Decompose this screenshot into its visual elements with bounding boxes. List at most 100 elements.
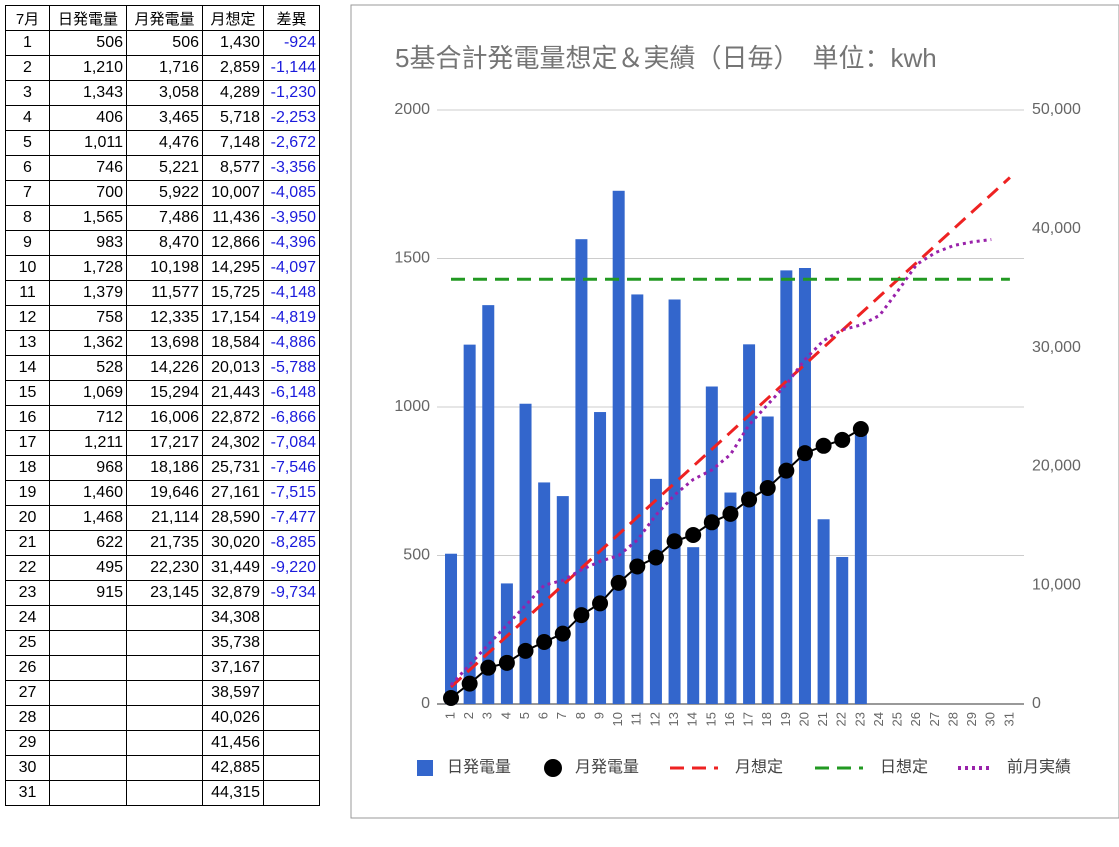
table-cell: 20,013 xyxy=(202,355,264,381)
table-cell xyxy=(263,705,320,731)
x-tick-label: 7 xyxy=(554,712,569,719)
table-row: 4 406 3,465 5,718 -2,253 xyxy=(5,105,320,131)
bar xyxy=(519,403,532,704)
line-marker xyxy=(592,595,609,612)
table-cell: -4,819 xyxy=(263,305,320,331)
bar xyxy=(556,496,569,704)
table-cell: 746 xyxy=(49,155,127,181)
table-row: 3 1,343 3,058 4,289 -1,230 xyxy=(5,80,320,106)
table-cell: 31,449 xyxy=(202,555,264,581)
table-cell xyxy=(263,605,320,631)
x-tick-label: 26 xyxy=(908,712,923,726)
table-row: 13 1,362 13,698 18,584 -4,886 xyxy=(5,330,320,356)
table-cell: 7,148 xyxy=(202,130,264,156)
bar xyxy=(687,547,700,704)
table-cell: 28,590 xyxy=(202,505,264,531)
y-tick-label: 0 xyxy=(421,695,430,712)
table-cell: 32,879 xyxy=(202,580,264,606)
table-cell xyxy=(49,680,127,706)
line-marker xyxy=(536,633,553,650)
x-tick-label: 5 xyxy=(517,712,532,719)
table-cell xyxy=(49,780,127,806)
table-cell: 495 xyxy=(49,555,127,581)
line-marker xyxy=(647,549,664,566)
line-marker xyxy=(815,437,832,454)
table-cell: -4,396 xyxy=(263,230,320,256)
table-cell: 21,443 xyxy=(202,380,264,406)
x-tick-label: 31 xyxy=(1001,712,1016,726)
x-tick-label: 14 xyxy=(685,712,700,726)
table-cell: 41,456 xyxy=(202,730,264,756)
y-tick-label: 500 xyxy=(403,547,430,564)
table-cell: -9,734 xyxy=(263,580,320,606)
table-cell: -6,148 xyxy=(263,380,320,406)
table-cell: 14 xyxy=(5,355,50,381)
table-row: 23 915 23,145 32,879 -9,734 xyxy=(5,580,320,606)
bar xyxy=(724,492,737,704)
bar xyxy=(743,344,756,704)
table-cell: -2,253 xyxy=(263,105,320,131)
table-cell: 17,217 xyxy=(126,430,203,456)
table-cell: 30 xyxy=(5,755,50,781)
table-cell: 38,597 xyxy=(202,680,264,706)
table-cell: -1,144 xyxy=(263,55,320,81)
table-cell: 5 xyxy=(5,130,50,156)
line-marker xyxy=(498,654,515,671)
x-tick-label: 6 xyxy=(536,712,551,719)
table-cell: 712 xyxy=(49,405,127,431)
table-cell: 622 xyxy=(49,530,127,556)
table-row: 11 1,379 11,577 15,725 -4,148 xyxy=(5,280,320,306)
table-cell: 15,725 xyxy=(202,280,264,306)
table-cell xyxy=(126,780,203,806)
y2-tick-label: 0 xyxy=(1032,695,1041,712)
header-row: 7月 日発電量 月発電量 月想定 差異 xyxy=(5,5,320,31)
table-cell: 12 xyxy=(5,305,50,331)
table-row: 15 1,069 15,294 21,443 -6,148 xyxy=(5,380,320,406)
bar xyxy=(538,482,551,704)
table-cell: 5,221 xyxy=(126,155,203,181)
table-cell: 27 xyxy=(5,680,50,706)
table-cell: 15,294 xyxy=(126,380,203,406)
x-tick-label: 2 xyxy=(461,712,476,719)
table-cell: 3,058 xyxy=(126,80,203,106)
table-cell: 21,735 xyxy=(126,530,203,556)
bar xyxy=(817,519,830,704)
bar xyxy=(836,556,849,704)
line-marker xyxy=(573,607,590,624)
table-row: 6 746 5,221 8,577 -3,356 xyxy=(5,155,320,181)
line-series xyxy=(449,238,992,687)
table-row: 27 38,597 xyxy=(5,680,320,706)
y-tick-label: 1500 xyxy=(394,250,430,267)
table-cell: 24,302 xyxy=(202,430,264,456)
bar xyxy=(612,190,625,704)
line-marker xyxy=(443,689,460,706)
table-cell: 34,308 xyxy=(202,605,264,631)
x-tick-label: 30 xyxy=(983,712,998,726)
table-cell: -7,546 xyxy=(263,455,320,481)
bar xyxy=(631,294,644,704)
x-tick-label: 10 xyxy=(610,712,625,726)
x-tick-label: 13 xyxy=(666,712,681,726)
table-cell: 30,020 xyxy=(202,530,264,556)
table-cell: -3,950 xyxy=(263,205,320,231)
bar xyxy=(780,270,793,704)
table-cell: 2,859 xyxy=(202,55,264,81)
bar xyxy=(445,553,458,704)
table-cell: 44,315 xyxy=(202,780,264,806)
table-row: 19 1,460 19,646 27,161 -7,515 xyxy=(5,480,320,506)
y2-tick-label: 10,000 xyxy=(1032,576,1081,593)
x-tick-label: 4 xyxy=(498,712,513,719)
table-row: 17 1,211 17,217 24,302 -7,084 xyxy=(5,430,320,456)
table-cell xyxy=(126,680,203,706)
line-marker xyxy=(852,421,869,438)
line-marker xyxy=(722,505,739,522)
line-marker xyxy=(778,462,795,479)
table-cell: -4,085 xyxy=(263,180,320,206)
table-cell: 21 xyxy=(5,530,50,556)
bar xyxy=(594,412,607,704)
table-cell: 16 xyxy=(5,405,50,431)
y-tick-label: 1000 xyxy=(394,398,430,415)
table-row: 14 528 14,226 20,013 -5,788 xyxy=(5,355,320,381)
x-tick-label: 8 xyxy=(573,712,588,719)
table-cell: 7 xyxy=(5,180,50,206)
